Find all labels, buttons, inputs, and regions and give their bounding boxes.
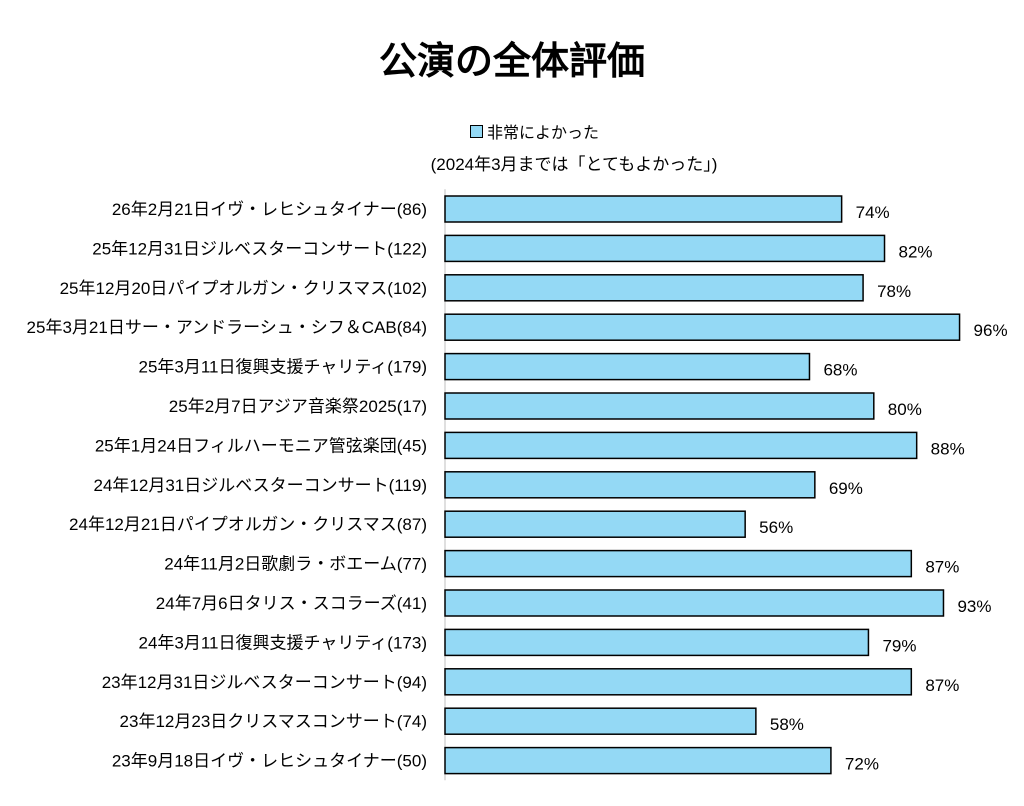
data-label: 87% — [925, 558, 959, 577]
bar — [444, 471, 816, 499]
legend-swatch — [470, 124, 483, 138]
category-label: 24年7月6日タリス・スコラーズ(41) — [156, 594, 427, 613]
bar — [444, 668, 913, 696]
data-label: 68% — [823, 361, 857, 380]
category-label: 24年3月11日復興支援チャリティ(173) — [138, 633, 427, 652]
category-label: 25年3月21日サー・アンドラーシュ・シフ＆CAB(84) — [27, 318, 427, 337]
bar — [444, 589, 945, 617]
data-label: 96% — [974, 321, 1008, 340]
bar — [444, 392, 875, 420]
bar — [444, 352, 811, 381]
legend: 非常によかった — [470, 119, 599, 143]
category-label: 24年11月2日歌劇ラ・ボエーム(77) — [164, 555, 427, 574]
category-label: 25年12月20日パイプオルガン・クリスマス(102) — [60, 279, 427, 298]
bar — [444, 510, 746, 538]
bar — [444, 746, 832, 775]
legend-note: (2024年3月までは「とてもよかった」) — [430, 155, 718, 174]
category-label: 23年12月31日ジルベスターコンサート(94) — [102, 673, 427, 692]
category-label: 24年12月31日ジルベスターコンサート(119) — [94, 476, 428, 495]
bar — [444, 628, 870, 657]
bar — [444, 274, 864, 302]
data-label: 69% — [829, 479, 863, 498]
data-label: 87% — [925, 676, 959, 695]
bar — [444, 234, 886, 263]
legend-label: 非常によかった — [487, 125, 600, 142]
data-label: 58% — [770, 715, 804, 734]
chart-title: 公演の全体評価 — [378, 41, 645, 83]
category-label: 25年2月7日アジア音楽祭2025(17) — [169, 397, 427, 416]
bar — [444, 549, 913, 578]
category-label: 25年1月24日フィルハーモニア管弦楽団(45) — [95, 436, 427, 455]
data-label: 80% — [888, 400, 922, 419]
category-label: 25年3月11日復興支援チャリティ(179) — [138, 358, 427, 377]
data-label: 79% — [882, 636, 916, 655]
bar — [444, 431, 918, 460]
category-label: 25年12月31日ジルベスターコンサート(122) — [92, 239, 427, 258]
category-label: 23年9月18日イヴ・レヒシュタイナー(50) — [112, 752, 427, 771]
data-label: 56% — [759, 518, 793, 537]
data-label: 78% — [877, 282, 911, 301]
category-label: 26年2月21日イヴ・レヒシュタイナー(86) — [112, 200, 427, 219]
data-label: 93% — [957, 597, 991, 616]
data-label: 82% — [899, 242, 933, 261]
data-label: 72% — [845, 755, 879, 774]
bar — [444, 195, 843, 223]
data-label: 74% — [856, 203, 890, 222]
category-label: 23年12月23日クリスマスコンサート(74) — [120, 712, 427, 731]
bar — [444, 313, 961, 341]
category-label: 24年12月21日パイプオルガン・クリスマス(87) — [69, 515, 427, 534]
bar — [444, 707, 757, 735]
data-label: 88% — [931, 439, 965, 458]
